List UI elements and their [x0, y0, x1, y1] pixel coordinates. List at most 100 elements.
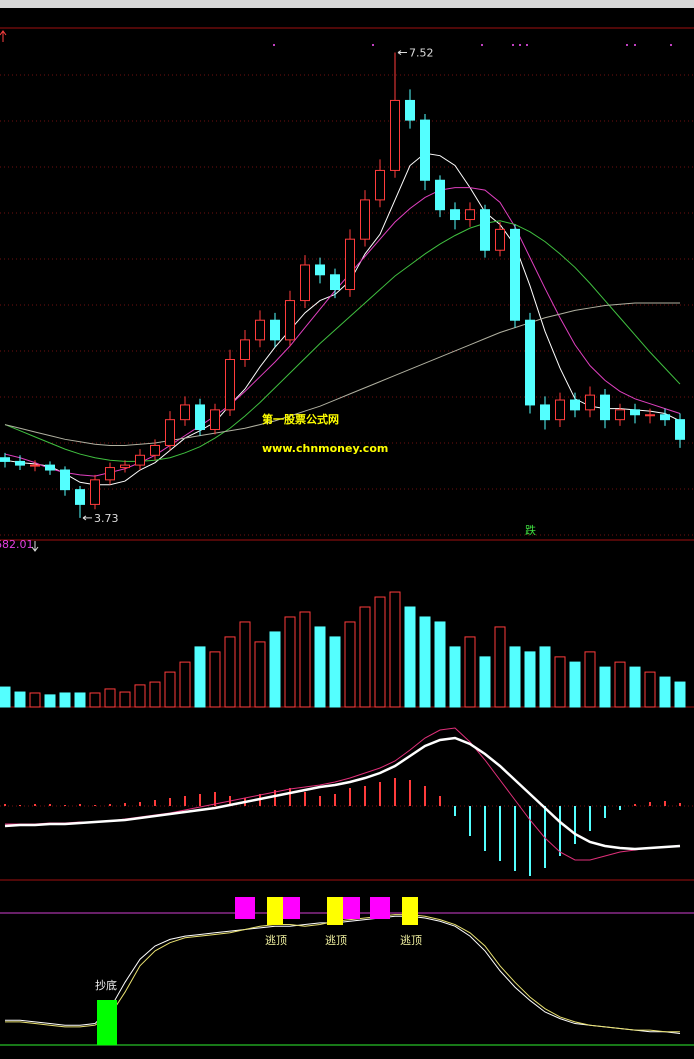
volume-bar [434, 621, 446, 708]
candle-body [135, 454, 145, 466]
watermark-url: www.chnmoney.com [262, 442, 388, 455]
volume-bar [569, 661, 581, 708]
volume-bar [554, 656, 566, 708]
candle-body [570, 399, 580, 411]
candle-body [195, 404, 205, 430]
bottom-signal-label: 抄底 [95, 978, 117, 992]
volume-bar [44, 694, 56, 708]
candle-body [645, 414, 655, 417]
candle-body [660, 414, 670, 421]
watermark-title: 第一股票公式网 [262, 412, 339, 426]
volume-bar [644, 671, 656, 708]
candle-body [270, 319, 280, 341]
window-title-bar [0, 0, 694, 8]
candle-body [225, 359, 235, 411]
candle-body [450, 209, 460, 221]
volume-bar [314, 626, 326, 708]
y-tick-label: 682.01 [0, 538, 34, 551]
candle-body [360, 199, 370, 240]
top-dots [273, 44, 672, 46]
volume-bar [269, 631, 281, 708]
volume-bar [299, 611, 311, 708]
volume-bar [14, 691, 26, 708]
top-signal-magenta [370, 897, 390, 919]
candle-body [240, 339, 250, 361]
volume-bar [614, 661, 626, 708]
volume-bar [584, 651, 596, 708]
candle-body [75, 489, 85, 505]
candle-body [375, 169, 385, 201]
candle-body [615, 409, 625, 421]
volume-bar [659, 676, 671, 708]
volume-bar [209, 651, 221, 708]
volume-bar [389, 591, 401, 708]
candle-body [15, 460, 25, 466]
candle-body [525, 319, 535, 406]
top-signal-yellow [402, 897, 418, 925]
top-signal-magenta [340, 897, 360, 919]
volume-bar [449, 646, 461, 708]
candle-body [150, 444, 160, 456]
top-signal-label: 逃顶 [265, 934, 287, 947]
volume-bar [74, 692, 86, 708]
down-arrow-icon [31, 541, 39, 552]
volume-bar [194, 646, 206, 708]
volume-bar [239, 621, 251, 708]
top-signal-magenta [235, 897, 255, 919]
candle-body [60, 469, 70, 491]
volume-bar [59, 692, 71, 708]
moving-average-line [4, 152, 681, 486]
candle-body [675, 419, 685, 440]
volume-bar [419, 616, 431, 708]
volume-bar [464, 636, 476, 708]
volume-bar [179, 661, 191, 708]
volume-bar [524, 651, 536, 708]
volume-bar [254, 641, 266, 708]
candle-body [90, 479, 100, 505]
macd-line [5, 727, 681, 861]
volume-bar [134, 684, 146, 708]
volume-bar [149, 681, 161, 708]
up-arrow-icon [0, 30, 7, 42]
candle-body [480, 209, 490, 251]
candle-body [540, 404, 550, 421]
volume-bar [599, 666, 611, 708]
volume-bar [404, 606, 416, 708]
volume-bar [629, 666, 641, 708]
top-signal-yellow [267, 897, 283, 925]
top-signal-label: 逃顶 [400, 934, 422, 947]
top-signal-magenta [280, 897, 300, 919]
candle-body [105, 467, 115, 481]
candle-body [45, 464, 55, 471]
annotation-label: 3.73 [94, 512, 119, 525]
volume-bar [509, 646, 521, 708]
annotation-arrow [397, 50, 407, 55]
candle-body [285, 300, 295, 341]
candle-body [330, 274, 340, 291]
candle-body [630, 409, 640, 416]
moving-average-line [4, 220, 681, 462]
candle-body [420, 119, 430, 181]
candle-body [300, 264, 310, 302]
annotation-label: 7.52 [409, 47, 434, 60]
candle-body [390, 99, 400, 171]
volume-bar [494, 626, 506, 708]
candle-body [165, 419, 175, 446]
volume-bar [374, 596, 386, 708]
candle-body [345, 238, 355, 291]
moving-average-line [4, 302, 680, 446]
volume-bar [104, 688, 116, 708]
candle-body [600, 394, 610, 421]
volume-bar [0, 686, 11, 708]
candle-body [495, 228, 505, 251]
candle-body [465, 209, 475, 221]
volume-bar [119, 691, 131, 708]
annotation-label: 跌 [525, 523, 536, 537]
volume-bar [344, 621, 356, 708]
volume-bar [284, 616, 296, 708]
candle-body [585, 394, 595, 411]
volume-bar [359, 606, 371, 708]
candle-body [30, 464, 40, 467]
volume-bar [329, 636, 341, 708]
